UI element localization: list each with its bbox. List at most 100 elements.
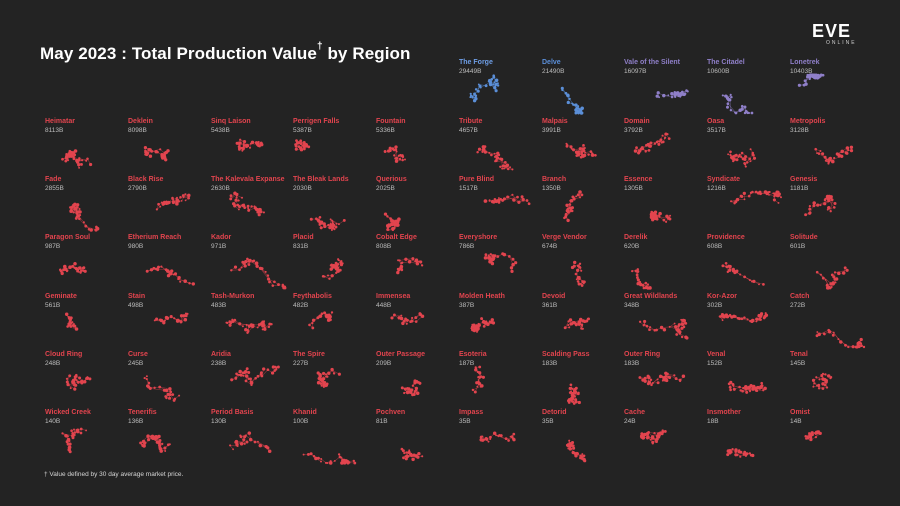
system-dot <box>73 431 77 434</box>
system-dot <box>242 438 246 442</box>
system-dot <box>734 453 738 457</box>
system-dot <box>66 435 69 438</box>
region-cell: Delve 21490B <box>542 59 620 115</box>
system-dot <box>570 393 575 398</box>
system-dot <box>831 333 835 337</box>
system-dot <box>320 458 323 460</box>
region-cell: Branch 1350B <box>542 176 620 232</box>
system-dot <box>833 201 837 206</box>
system-dot <box>680 90 684 94</box>
system-dot <box>825 284 828 287</box>
system-dot <box>157 202 161 206</box>
system-dot <box>239 373 243 377</box>
system-dot <box>69 319 72 322</box>
region-value: 5336B <box>376 127 395 134</box>
region-cell: Immensea 448B <box>376 293 454 349</box>
system-dot <box>732 269 735 272</box>
region-cell: Insmother 18B <box>707 409 785 465</box>
region-cell: Querious 2025B <box>376 176 454 232</box>
system-dot <box>561 88 564 92</box>
system-dot <box>299 146 302 150</box>
system-dot <box>71 436 75 440</box>
region-value: 2025B <box>376 185 395 192</box>
system-dot <box>401 449 405 453</box>
system-dot <box>743 157 747 162</box>
system-dot <box>649 141 653 145</box>
region-map <box>797 73 825 87</box>
system-dot <box>83 380 87 383</box>
system-dot <box>577 320 581 324</box>
system-dot <box>650 383 653 387</box>
system-dot <box>479 86 482 89</box>
system-dot <box>489 253 492 256</box>
region-cell: Kor-Azor 302B <box>707 293 785 349</box>
system-dot <box>318 216 322 219</box>
region-value: 2790B <box>128 185 147 192</box>
system-dot <box>646 436 649 440</box>
region-value: 387B <box>459 302 475 309</box>
system-dot <box>502 164 505 167</box>
system-dot <box>582 457 586 462</box>
system-dot <box>747 194 751 198</box>
system-dot <box>845 146 850 150</box>
system-dot <box>299 141 303 146</box>
system-dot <box>333 459 336 462</box>
region-value: 1305B <box>624 185 643 192</box>
system-dot <box>258 266 263 271</box>
system-dot <box>147 148 151 152</box>
system-dot <box>149 435 152 438</box>
system-dot <box>643 323 646 326</box>
region-name: Oasa <box>707 118 725 125</box>
system-dot <box>731 448 734 451</box>
system-dot <box>860 344 863 347</box>
system-dot <box>168 387 172 391</box>
system-dot <box>61 432 64 435</box>
system-dot <box>641 147 645 151</box>
system-dot <box>488 82 492 86</box>
system-dot <box>678 378 682 382</box>
region-value: 187B <box>459 360 475 367</box>
system-dot <box>254 261 259 265</box>
system-dot <box>471 388 475 392</box>
system-dot <box>493 155 497 158</box>
system-dot <box>164 450 167 452</box>
system-dot <box>59 268 62 272</box>
region-value: 100B <box>293 418 309 425</box>
system-dot <box>403 387 407 391</box>
system-dot <box>173 317 176 320</box>
region-map <box>309 216 346 232</box>
system-dot <box>661 134 664 137</box>
region-map <box>633 132 671 155</box>
system-dot <box>576 452 579 456</box>
region-cell: Devoid 361B <box>542 293 620 349</box>
region-value: 209B <box>376 360 392 367</box>
system-dot <box>171 393 175 396</box>
region-cell: Cloud Ring 248B <box>45 351 123 407</box>
system-dot <box>64 312 69 316</box>
system-dot <box>641 378 645 382</box>
system-dot <box>399 158 402 161</box>
region-map <box>235 138 264 152</box>
system-dot <box>263 327 267 331</box>
system-dot <box>587 153 590 156</box>
system-dot <box>477 322 480 326</box>
system-dot <box>65 434 68 437</box>
system-dot <box>157 434 161 439</box>
region-value: 5387B <box>293 127 312 134</box>
system-dot <box>759 192 762 196</box>
system-dot <box>159 205 162 208</box>
system-dot <box>322 222 326 226</box>
system-dot <box>234 377 238 380</box>
system-dot <box>65 380 69 384</box>
system-dot <box>739 273 742 276</box>
region-cell: Pochven 81B <box>376 409 454 465</box>
system-dot <box>650 210 654 214</box>
system-dot <box>248 146 252 149</box>
system-dot <box>577 105 580 108</box>
system-dot <box>820 373 823 377</box>
system-dot <box>294 144 298 148</box>
system-dot <box>73 428 75 431</box>
system-dot <box>684 321 687 325</box>
region-map <box>316 367 341 388</box>
system-dot <box>72 324 76 328</box>
